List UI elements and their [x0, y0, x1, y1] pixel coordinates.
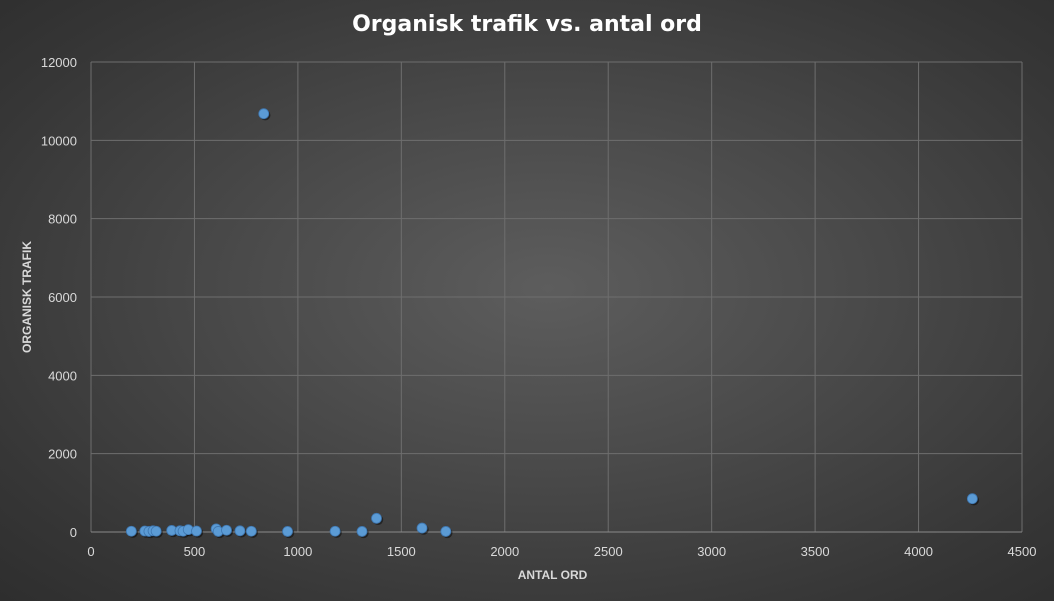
x-tick-label: 2000: [490, 544, 519, 559]
y-tick-label: 6000: [48, 290, 77, 305]
data-point: [356, 526, 368, 537]
x-tick-label: 1500: [387, 544, 416, 559]
data-point: [371, 512, 382, 524]
data-point: [282, 526, 293, 537]
y-tick-label: 2000: [48, 447, 77, 462]
y-axis-title: ORGANISK TRAFIK: [20, 241, 34, 353]
x-tick-label: 1000: [283, 544, 312, 559]
x-tick-label: 3500: [801, 544, 830, 559]
y-tick-label: 4000: [48, 368, 77, 383]
data-points: [125, 108, 980, 539]
data-point: [329, 525, 341, 537]
x-tick-label: 500: [184, 544, 206, 559]
gridlines: [90, 61, 1023, 533]
y-tick-label: 8000: [48, 212, 77, 227]
data-point: [416, 522, 428, 534]
chart-title: Organisk trafik vs. antal ord: [352, 12, 702, 37]
data-point: [258, 108, 270, 120]
y-tick-label: 10000: [41, 133, 77, 148]
data-point: [221, 524, 232, 536]
data-point: [966, 493, 978, 505]
x-tick-label: 4500: [1008, 544, 1037, 559]
x-axis-title: ANTAL ORD: [518, 568, 588, 582]
data-point: [125, 525, 137, 537]
data-point: [150, 525, 162, 537]
data-point: [234, 525, 246, 537]
x-tick-label: 0: [87, 544, 94, 559]
x-tick-label: 2500: [594, 544, 623, 559]
tick-labels: 0 500 1000 1500 2000 2500 3000 3500 4000 4500 0 200…: [41, 55, 1037, 559]
data-point: [191, 525, 202, 537]
data-point: [440, 526, 452, 537]
data-point: [245, 525, 257, 537]
x-tick-label: 4000: [904, 544, 933, 559]
x-tick-label: 3000: [697, 544, 726, 559]
y-tick-label: 12000: [41, 55, 77, 70]
y-tick-label: 0: [70, 525, 77, 540]
